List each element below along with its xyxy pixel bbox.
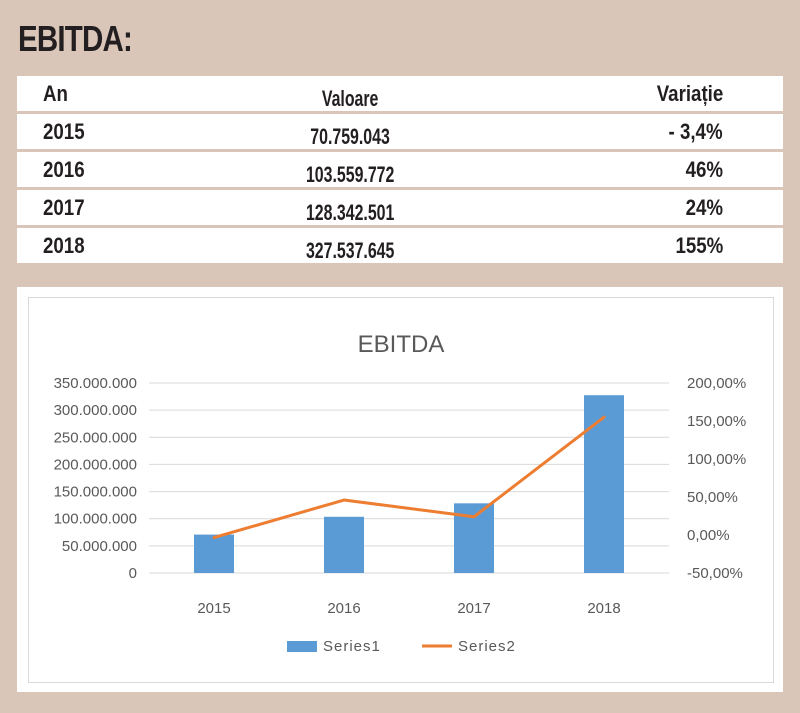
y-left-tick-label: 150.000.000 <box>54 484 137 501</box>
header-change: Variație <box>656 81 723 106</box>
row-value: 128.342.501 <box>305 200 395 225</box>
y-left-tick-label: 50.000.000 <box>62 538 137 555</box>
bar <box>194 534 234 573</box>
row-change: 155% <box>675 233 723 258</box>
y-left-tick-label: 350.000.000 <box>54 375 137 392</box>
chart-title: EBITDA <box>358 331 445 358</box>
x-tick-label: 2016 <box>327 600 360 617</box>
row-value: 70.759.043 <box>310 124 390 149</box>
y-right-tick-label: 200,00% <box>687 375 746 392</box>
table-row: 2017 128.342.501 24% <box>17 190 783 225</box>
table-row: 2015 70.759.043 - 3,4% <box>17 114 783 149</box>
y-right-tick-label: 150,00% <box>687 413 746 430</box>
x-tick-label: 2018 <box>587 600 620 617</box>
line-series <box>212 415 606 540</box>
y-left-tick-label: 0 <box>129 565 137 582</box>
gridlines <box>149 382 669 574</box>
y-left-tick-label: 250.000.000 <box>54 429 137 446</box>
row-year: 2015 <box>43 119 85 144</box>
table-header-row: An Valoare Variație <box>17 76 783 111</box>
y-right-tick-label: 100,00% <box>687 451 746 468</box>
bar <box>584 395 624 573</box>
x-axis: 2015 2016 2017 2018 <box>197 600 620 617</box>
row-change: 46% <box>685 157 723 182</box>
row-change: - 3,4% <box>668 119 723 144</box>
row-change: 24% <box>685 195 723 220</box>
y-left-tick-label: 100.000.000 <box>54 511 137 528</box>
legend-swatch-bar <box>287 641 317 652</box>
y-left-tick-label: 200.000.000 <box>54 456 137 473</box>
y-axis-right: 200,00% 150,00% 100,00% 50,00% 0,00% -50,00% <box>687 375 746 582</box>
row-year: 2016 <box>43 157 85 182</box>
legend: Series1 Series2 <box>287 638 516 655</box>
y-left-tick-label: 300.000.000 <box>54 402 137 419</box>
chart-frame: EBITDA 350.000.000 300.000.000 250.000.000… <box>28 297 774 683</box>
legend-label: Series1 <box>323 638 381 655</box>
chart-panel: EBITDA 350.000.000 300.000.000 250.000.000… <box>17 287 783 692</box>
row-value: 103.559.772 <box>305 162 395 187</box>
page-title: EBITDA: <box>18 18 133 59</box>
y-right-tick-label: 0,00% <box>687 527 730 544</box>
row-year: 2017 <box>43 195 85 220</box>
y-axis-left: 350.000.000 300.000.000 250.000.000 200.000… <box>54 375 137 582</box>
row-year: 2018 <box>43 233 85 258</box>
x-tick-label: 2017 <box>457 600 490 617</box>
legend-label: Series2 <box>458 638 516 655</box>
header-year: An <box>43 81 68 106</box>
table-row: 2016 103.559.772 46% <box>17 152 783 187</box>
row-value: 327.537.645 <box>305 238 395 263</box>
table-row: 2018 327.537.645 155% <box>17 228 783 263</box>
y-right-tick-label: 50,00% <box>687 489 738 506</box>
header-value: Valoare <box>321 86 379 111</box>
ebitda-chart: EBITDA 350.000.000 300.000.000 250.000.000… <box>54 331 747 655</box>
y-right-tick-label: -50,00% <box>687 565 743 582</box>
bar <box>324 516 364 573</box>
series-line <box>212 415 606 540</box>
x-tick-label: 2015 <box>197 600 230 617</box>
ebitda-table: An Valoare Variație 2015 70.759.043 - 3,… <box>17 76 783 266</box>
